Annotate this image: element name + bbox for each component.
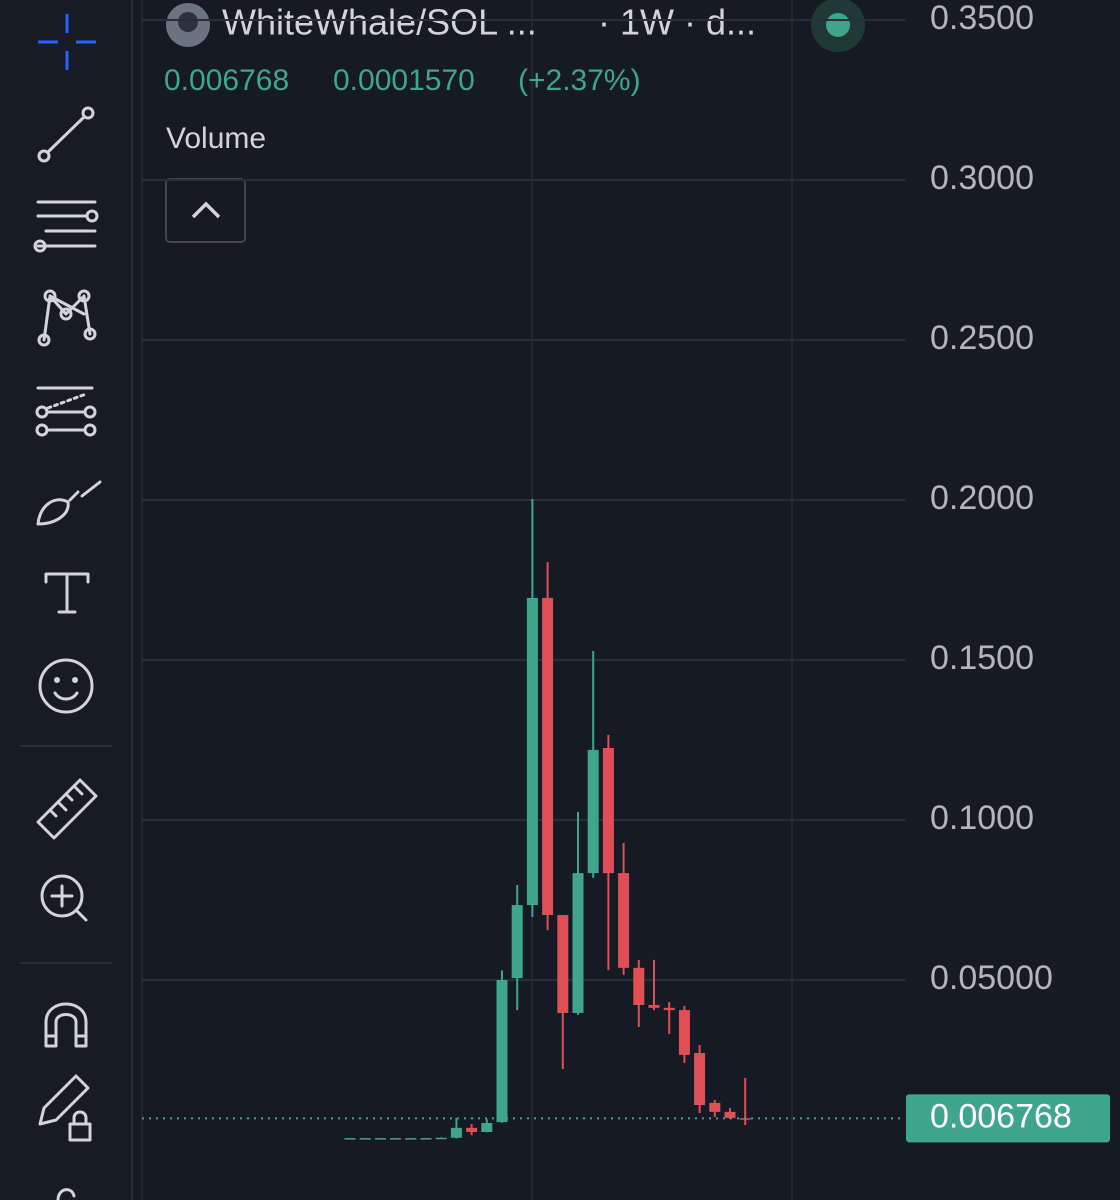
symbol-avatar-figure	[178, 12, 198, 32]
candle-body	[496, 980, 508, 1123]
y-tick-label: 0.2500	[930, 319, 1034, 357]
candle-body	[390, 1138, 402, 1140]
y-tick-label: 0.05000	[930, 959, 1053, 997]
last-price: 0.006768	[164, 64, 289, 97]
candle-body	[359, 1138, 371, 1140]
ruler-tool[interactable]	[36, 778, 98, 840]
y-tick-label: 0.1500	[930, 639, 1034, 677]
candle-body	[724, 1111, 736, 1118]
candle-body	[618, 873, 630, 968]
last-price-tag-label: 0.006768	[930, 1097, 1072, 1135]
candle-body	[374, 1138, 386, 1140]
price-change-percent: (+2.37%)	[518, 64, 641, 97]
y-tick-label: 0.1000	[930, 799, 1034, 837]
text-tool[interactable]	[44, 572, 90, 614]
fib-tool[interactable]	[35, 386, 97, 437]
y-tick-label: 0.3500	[930, 0, 1034, 37]
candle-body	[511, 905, 523, 979]
candle-body	[450, 1127, 462, 1138]
pattern-tool[interactable]	[37, 289, 97, 347]
candle-body	[466, 1127, 478, 1132]
price-change: 0.0001570	[333, 64, 475, 97]
candle-body	[405, 1138, 417, 1140]
volume-label: Volume	[166, 122, 266, 155]
candle-body	[481, 1123, 493, 1132]
y-tick-label: 0.3000	[930, 159, 1034, 197]
candle-body	[709, 1102, 721, 1112]
candle-body	[435, 1137, 447, 1140]
candle-body	[678, 1010, 690, 1055]
lock-drawings-tool[interactable]	[38, 1074, 92, 1142]
interval: · 1W · d...	[598, 2, 756, 43]
crosshair-tool[interactable]	[38, 14, 96, 70]
trend-line-tool[interactable]	[37, 106, 95, 163]
status-dot	[826, 13, 850, 37]
candle-body	[587, 749, 599, 874]
candle-body	[648, 1004, 660, 1008]
last-price-tag	[906, 1094, 1110, 1143]
candle-body	[633, 967, 645, 1005]
candle-body	[572, 873, 584, 1013]
symbol-name[interactable]: WhiteWhale/SOL ...	[222, 2, 537, 43]
candle-body	[557, 915, 569, 1013]
horizontal-lines-tool[interactable]	[33, 200, 99, 253]
candle-body	[542, 597, 554, 916]
candle-body	[344, 1138, 356, 1140]
emoji-tool[interactable]	[38, 658, 94, 714]
candle-body	[420, 1138, 432, 1140]
more-tools[interactable]	[56, 1188, 76, 1200]
y-tick-label: 0.2000	[930, 479, 1034, 517]
candle-body	[602, 748, 614, 874]
candle-body	[526, 597, 538, 906]
zoom-tool[interactable]	[40, 874, 88, 922]
candle-body	[663, 1007, 675, 1011]
collapse-chevron	[191, 201, 221, 219]
magnet-tool[interactable]	[44, 1002, 88, 1048]
candle-body	[694, 1052, 706, 1106]
brush-tool[interactable]	[36, 480, 102, 526]
